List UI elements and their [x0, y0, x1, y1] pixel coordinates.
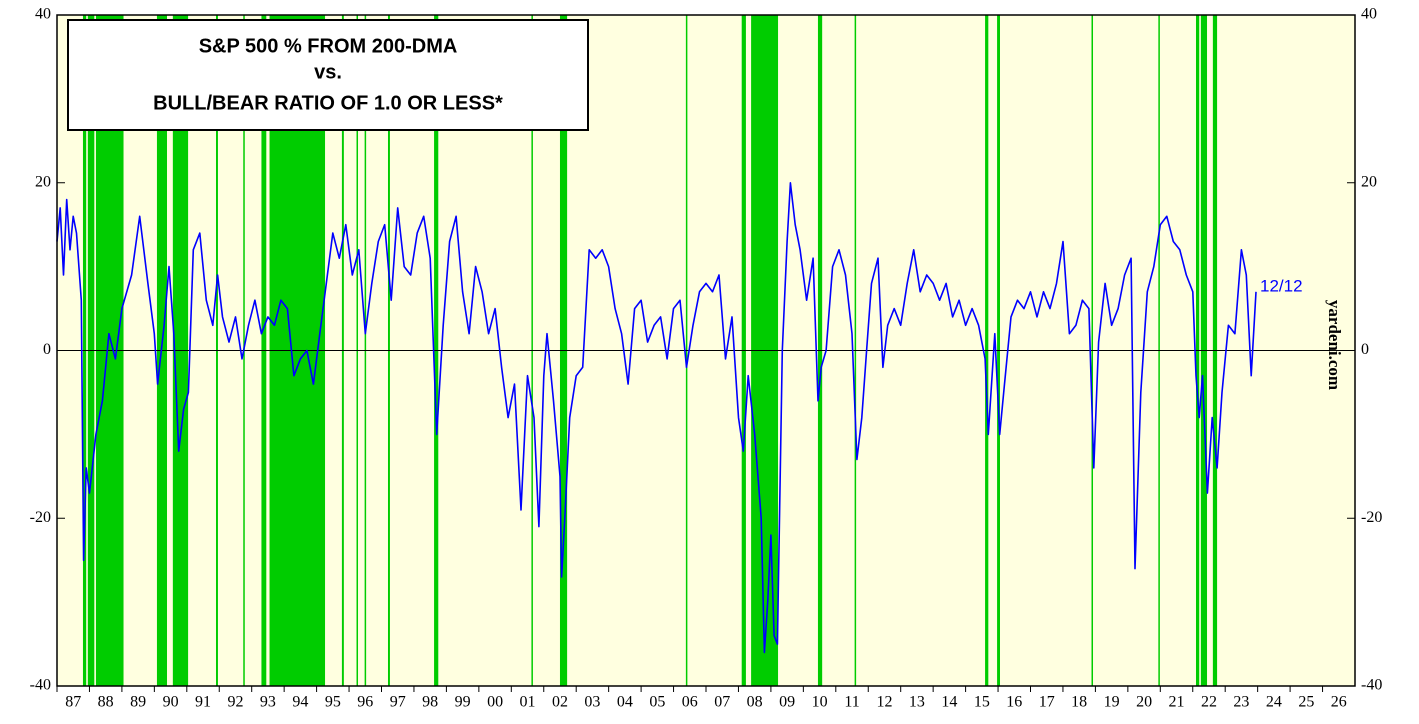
x-tick-label: 17 — [1039, 694, 1055, 711]
x-tick-label: 25 — [1298, 694, 1314, 711]
y2-tick-label: 20 — [1361, 173, 1377, 190]
x-tick-label: 14 — [941, 694, 957, 711]
x-tick-label: 02 — [552, 694, 568, 711]
x-tick-label: 91 — [195, 694, 211, 711]
x-tick-label: 08 — [747, 694, 763, 711]
y-tick-label: -20 — [30, 509, 51, 526]
x-tick-label: 23 — [1233, 694, 1249, 711]
x-tick-label: 97 — [390, 694, 406, 711]
date-annotation: 12/12 — [1260, 276, 1303, 295]
x-tick-label: 10 — [812, 694, 828, 711]
title-line: S&P 500 % FROM 200-DMA — [199, 35, 458, 57]
x-tick-label: 89 — [130, 694, 146, 711]
x-tick-label: 87 — [65, 694, 81, 711]
x-tick-label: 19 — [1104, 694, 1120, 711]
y-tick-label: 40 — [35, 6, 51, 23]
series-line — [56, 182, 1257, 654]
x-tick-label: 18 — [1071, 694, 1087, 711]
x-tick-label: 11 — [844, 694, 859, 711]
x-tick-label: 92 — [227, 694, 243, 711]
x-tick-label: 01 — [520, 694, 536, 711]
x-tick-label: 95 — [325, 694, 341, 711]
x-tick-label: 94 — [292, 694, 308, 711]
x-tick-label: 98 — [422, 694, 438, 711]
x-tick-label: 88 — [98, 694, 114, 711]
x-tick-label: 90 — [163, 694, 179, 711]
x-tick-label: 22 — [1201, 694, 1217, 711]
source: yardeni.com — [1325, 300, 1344, 390]
x-tick-label: 21 — [1169, 694, 1185, 711]
x-tick-label: 15 — [974, 694, 990, 711]
title-box — [67, 19, 589, 131]
x-tick-label: 06 — [682, 694, 698, 711]
y2-tick-label: -20 — [1361, 509, 1382, 526]
title-line: vs. — [314, 61, 342, 83]
x-tick-label: 03 — [584, 694, 600, 711]
y-tick-label: -40 — [30, 677, 51, 694]
x-tick-label: 04 — [617, 694, 633, 711]
y-tick-label: 20 — [35, 173, 51, 190]
x-tick-label: 99 — [455, 694, 471, 711]
y2-tick-label: -40 — [1361, 677, 1382, 694]
y2-tick-label: 40 — [1361, 6, 1377, 23]
y2-tick-label: 0 — [1361, 341, 1369, 358]
x-tick-label: 93 — [260, 694, 276, 711]
x-tick-label: 13 — [909, 694, 925, 711]
x-tick-label: 24 — [1266, 694, 1282, 711]
x-tick-label: 26 — [1331, 694, 1347, 711]
y-tick-label: 0 — [43, 341, 51, 358]
x-tick-label: 16 — [1006, 694, 1022, 711]
x-tick-label: 20 — [1136, 694, 1152, 711]
x-tick-label: 12 — [876, 694, 892, 711]
title-line: BULL/BEAR RATIO OF 1.0 OR LESS* — [153, 92, 503, 114]
x-tick-label: 00 — [487, 694, 503, 711]
x-tick-label: 07 — [714, 694, 730, 711]
x-tick-label: 09 — [779, 694, 795, 711]
x-tick-label: 96 — [357, 694, 373, 711]
x-tick-label: 05 — [649, 694, 665, 711]
